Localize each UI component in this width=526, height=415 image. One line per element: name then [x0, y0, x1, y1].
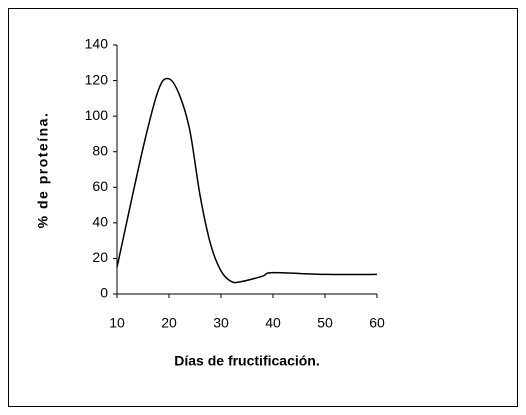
x-tick-label: 20: [161, 315, 177, 331]
x-tick-label: 30: [213, 315, 229, 331]
x-tick-label: 10: [109, 315, 125, 331]
x-tick-label: 50: [317, 315, 333, 331]
y-tick-label: 100: [85, 107, 109, 123]
data-line: [116, 77, 378, 284]
y-tick-label: 0: [100, 285, 108, 301]
y-tick-label: 140: [85, 36, 109, 52]
x-tick-label: 60: [369, 315, 385, 331]
y-tick-label: 20: [92, 249, 108, 265]
y-tick-label: 60: [92, 178, 108, 194]
y-axis-title: % de proteína.: [35, 112, 51, 229]
x-tick-label: 40: [265, 315, 281, 331]
x-axis-title: Días de fructificación.: [174, 353, 319, 369]
chart-frame: [8, 8, 518, 407]
y-tick-label: 40: [92, 214, 108, 230]
y-tick-label: 120: [85, 71, 109, 87]
y-tick-label: 80: [92, 142, 108, 158]
